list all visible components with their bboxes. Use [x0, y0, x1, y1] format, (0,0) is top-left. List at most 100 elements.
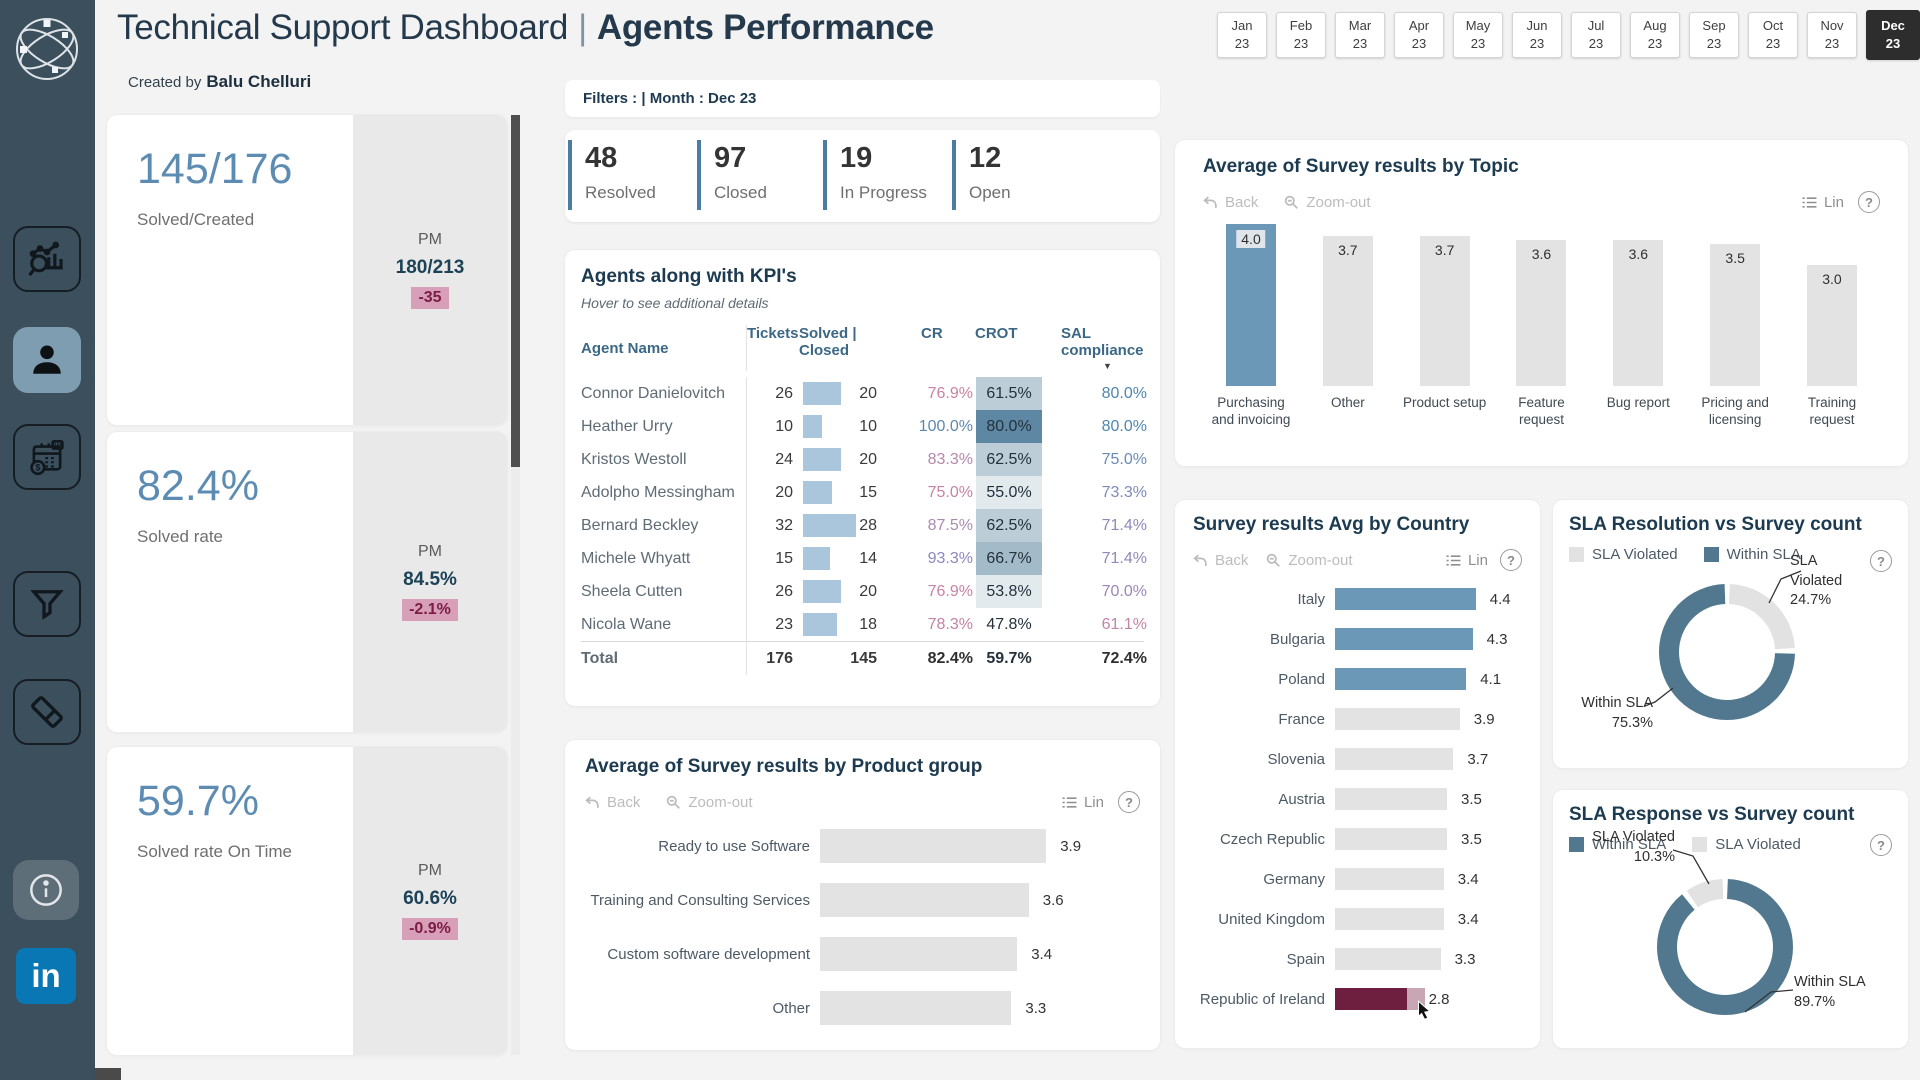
month-tab-dec[interactable]: Dec 23: [1866, 10, 1920, 60]
col-cr[interactable]: CR: [921, 325, 943, 342]
help-icon[interactable]: ?: [1870, 550, 1892, 572]
hbar-row: Training and Consulting Services 3.6: [585, 873, 1140, 927]
linear-scale-toggle[interactable]: Lin: [1062, 794, 1104, 811]
col-solved-closed[interactable]: Solved | Closed: [799, 325, 857, 359]
hbar-bar[interactable]: [820, 829, 1047, 863]
topic-bar[interactable]: 3.7: [1419, 236, 1470, 386]
hbar-bar[interactable]: [820, 937, 1018, 971]
hbar-bar[interactable]: [1335, 828, 1447, 850]
hbar-bar[interactable]: [1335, 588, 1476, 610]
topic-bar[interactable]: 4.0: [1226, 224, 1276, 386]
sidebar-item-analytics[interactable]: [13, 226, 81, 292]
month-tab-sep[interactable]: Sep 23: [1689, 12, 1739, 58]
zoom-out-button[interactable]: Zoom-out: [1284, 194, 1371, 211]
month-tab-jun[interactable]: Jun 23: [1512, 12, 1562, 58]
hbar-bar[interactable]: [1335, 988, 1425, 1010]
legend-item[interactable]: Within SLA: [1569, 836, 1666, 853]
month-tab-mar[interactable]: Mar 23: [1335, 12, 1385, 58]
table-total-row[interactable]: Total 176 145 82.4% 59.7% 72.4%: [581, 641, 1147, 675]
table-row[interactable]: Heather Urry 10 10 100.0% 80.0% 80.0%: [581, 410, 1147, 443]
legend-item[interactable]: SLA Violated: [1692, 836, 1801, 853]
cell-crot: 62.5%: [973, 509, 1045, 542]
col-tickets[interactable]: Tickets: [747, 325, 799, 342]
hbar-bar[interactable]: [820, 883, 1029, 917]
linear-scale-toggle[interactable]: Lin: [1802, 194, 1844, 211]
donut-slice-within-sla[interactable]: [1657, 879, 1793, 1015]
sidebar-item-eraser[interactable]: [13, 679, 81, 745]
cards-panel-scrollbar-thumb[interactable]: [511, 115, 520, 467]
month-tab-nov[interactable]: Nov 23: [1807, 12, 1857, 58]
hbar-bar[interactable]: [1335, 868, 1444, 890]
info-button[interactable]: [13, 860, 79, 920]
month-tab-oct[interactable]: Oct 23: [1748, 12, 1798, 58]
cell-sal: 80.0%: [1101, 384, 1147, 402]
kpi-strip-item-in-progress: 19 In Progress: [823, 140, 927, 210]
cell-sal: 72.4%: [1101, 649, 1147, 667]
month-tab-jan[interactable]: Jan 23: [1217, 12, 1267, 58]
crot-heat-cell: 55.0%: [976, 476, 1042, 509]
month-tab-month: Apr: [1408, 18, 1430, 34]
hbar-bar[interactable]: [1335, 788, 1447, 810]
kpi-card-main: 82.4% Solved rate: [107, 432, 353, 732]
month-tab-jul[interactable]: Jul 23: [1571, 12, 1621, 58]
legend-swatch: [1569, 837, 1584, 852]
zoom-out-button[interactable]: Zoom-out: [1266, 552, 1353, 569]
hbar-bar[interactable]: [1335, 668, 1467, 690]
hbar-wrap: 2.8: [1335, 988, 1522, 1020]
cards-panel-scrollbar-track[interactable]: [511, 115, 520, 1055]
help-icon[interactable]: ?: [1858, 191, 1880, 213]
col-agent-name[interactable]: Agent Name: [581, 325, 747, 371]
donut-slice-within-sla[interactable]: [1659, 584, 1795, 720]
sidebar-item-filter[interactable]: [13, 571, 81, 637]
hbar-bar[interactable]: [1335, 748, 1454, 770]
table-row[interactable]: Bernard Beckley 32 28 87.5% 62.5% 71.4%: [581, 509, 1147, 542]
solved-bar: [803, 580, 841, 603]
table-row[interactable]: Kristos Westoll 24 20 83.3% 62.5% 75.0%: [581, 443, 1147, 476]
app-logo: [10, 12, 84, 86]
hbar-bar[interactable]: [1335, 708, 1460, 730]
linkedin-button[interactable]: in: [16, 948, 76, 1004]
legend-item[interactable]: Within SLA: [1703, 546, 1801, 563]
callout-sla-violated: SLA Violated 10.3%: [1592, 829, 1675, 865]
back-button[interactable]: Back: [1203, 194, 1258, 211]
crot-heat-cell: 62.5%: [976, 443, 1042, 476]
back-button[interactable]: Back: [1193, 552, 1248, 569]
table-row[interactable]: Connor Danielovitch 26 20 76.9% 61.5% 80.0%: [581, 377, 1147, 410]
month-tab-may[interactable]: May 23: [1453, 12, 1503, 58]
hbar-bar[interactable]: [820, 991, 1012, 1025]
help-icon[interactable]: ?: [1870, 834, 1892, 856]
table-row[interactable]: Adolpho Messingham 20 15 75.0% 55.0% 73.3%: [581, 476, 1147, 509]
legend-label: SLA Violated: [1592, 546, 1678, 563]
hbar-bar[interactable]: [1335, 628, 1473, 650]
back-button[interactable]: Back: [585, 794, 640, 811]
topic-bar[interactable]: 3.7: [1322, 236, 1373, 386]
help-icon[interactable]: ?: [1500, 549, 1522, 571]
month-tab-month: Aug: [1643, 18, 1667, 34]
topic-bar[interactable]: 3.6: [1516, 240, 1567, 386]
country-chart-plot: Italy 4.4 Bulgaria 4.3 Poland 4.1 France 3.9 Slo…: [1193, 579, 1522, 1020]
sidebar-item-agents[interactable]: [13, 327, 81, 393]
col-crot[interactable]: CROT: [975, 325, 1018, 342]
sidebar-item-finance-calendar[interactable]: 1M $: [13, 424, 81, 490]
topic-bar[interactable]: 3.6: [1613, 240, 1664, 386]
sla-resolution-donut[interactable]: [1637, 562, 1817, 742]
month-tab-feb[interactable]: Feb 23: [1276, 12, 1326, 58]
sla-response-donut[interactable]: [1635, 857, 1815, 1037]
hbar-bar[interactable]: [1335, 908, 1444, 930]
linear-scale-toggle[interactable]: Lin: [1446, 552, 1488, 569]
month-tab-aug[interactable]: Aug 23: [1630, 12, 1680, 58]
hbar-bar[interactable]: [1335, 948, 1441, 970]
table-row[interactable]: Michele Whyatt 15 14 93.3% 66.7% 71.4%: [581, 542, 1147, 575]
hbar-row: Bulgaria 4.3: [1193, 619, 1522, 659]
legend-item[interactable]: SLA Violated: [1569, 546, 1678, 563]
country-chart-card: Survey results Avg by Country Back Zoom-…: [1175, 500, 1540, 1048]
page-scrollbar-thumb[interactable]: [95, 1068, 121, 1080]
month-tab-apr[interactable]: Apr 23: [1394, 12, 1444, 58]
topic-bar[interactable]: 3.0: [1806, 264, 1857, 386]
col-sal-compliance[interactable]: SAL compliance ▼: [1045, 325, 1151, 371]
zoom-out-button[interactable]: Zoom-out: [666, 794, 753, 811]
topic-bar[interactable]: 3.5: [1710, 244, 1761, 386]
help-icon[interactable]: ?: [1118, 791, 1140, 813]
table-row[interactable]: Nicola Wane 23 18 78.3% 47.8% 61.1%: [581, 608, 1147, 641]
table-row[interactable]: Sheela Cutten 26 20 76.9% 53.8% 70.0%: [581, 575, 1147, 608]
